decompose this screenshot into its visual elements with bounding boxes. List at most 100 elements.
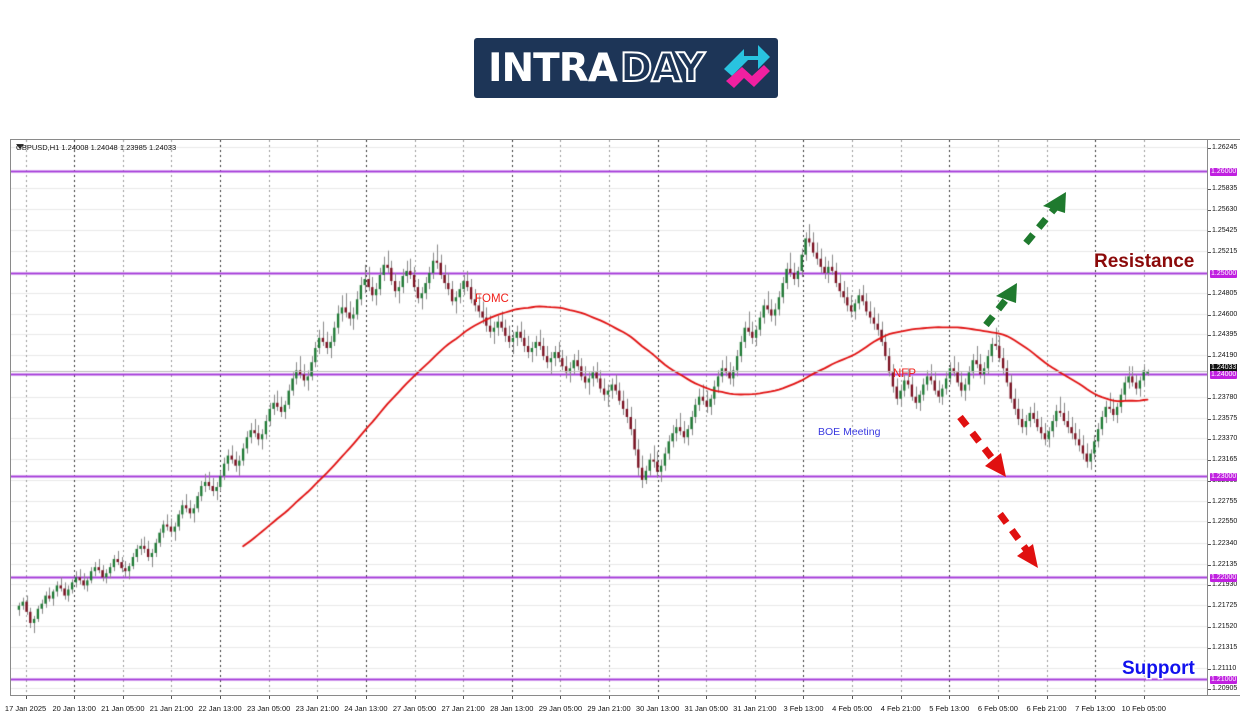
price-tick — [1208, 564, 1211, 566]
price-tick — [1208, 460, 1211, 462]
time-tick — [414, 696, 416, 699]
time-tick — [657, 696, 659, 699]
time-tick — [1046, 696, 1048, 699]
candlestick-canvas[interactable] — [11, 140, 1207, 695]
time-tick — [463, 696, 465, 699]
price-axis[interactable]: 1.26245 1.25835 1.25630 1.25425 1.25215 1.248… — [1207, 140, 1240, 706]
level-price-label: 1.25000 — [1210, 269, 1238, 278]
time-axis-label: 6 Feb 05:00 — [977, 704, 1018, 713]
price-tick — [1208, 501, 1211, 503]
time-axis-label: 23 Jan 21:00 — [295, 704, 339, 713]
price-axis-label: 1.21725 — [1212, 602, 1238, 610]
time-tick — [220, 696, 222, 699]
time-axis-label: 4 Feb 05:00 — [832, 704, 873, 713]
level-price-label: 1.23000 — [1210, 472, 1238, 481]
price-axis-label: 1.21110 — [1212, 664, 1237, 672]
time-tick — [74, 696, 76, 699]
time-tick — [609, 696, 610, 699]
price-tick — [1208, 647, 1211, 649]
level-price-label: 1.26000 — [1210, 168, 1238, 177]
level-price-label: 1.22000 — [1210, 574, 1238, 583]
price-chart-plot[interactable] — [11, 140, 1207, 695]
time-tick — [754, 696, 756, 699]
time-tick — [560, 696, 562, 699]
price-axis-label: 1.20905 — [1212, 685, 1238, 693]
time-axis-label: 22 Jan 13:00 — [198, 704, 242, 713]
chart-menu-caret-icon[interactable] — [16, 144, 24, 149]
price-tick — [1208, 314, 1211, 316]
time-axis-label: 29 Jan 05:00 — [538, 704, 583, 713]
time-axis-label: 17 Jan 2025 — [4, 704, 47, 713]
time-axis[interactable]: 17 Jan 2025 20 Jan 13:00 21 Jan 05:00 21 Ja… — [5, 695, 1240, 716]
time-tick — [1095, 696, 1097, 699]
time-axis-label: 31 Jan 05:00 — [684, 704, 728, 713]
time-axis-label: 10 Feb 05:00 — [1121, 704, 1166, 713]
price-axis-label: 1.26245 — [1212, 143, 1238, 151]
level-price-label: 1.21000 — [1210, 675, 1238, 684]
price-tick — [1208, 230, 1211, 232]
price-axis-label: 1.21315 — [1212, 643, 1238, 651]
time-axis-label: 6 Feb 21:00 — [1026, 704, 1067, 713]
price-tick — [1208, 252, 1211, 254]
price-tick — [1208, 209, 1211, 211]
label-resistance: Resistance — [1094, 251, 1195, 272]
time-axis-label: 5 Feb 13:00 — [929, 704, 970, 713]
price-axis-label: 1.23575 — [1212, 414, 1238, 422]
logo-arrows-icon — [724, 45, 770, 88]
time-axis-label: 27 Jan 21:00 — [441, 704, 485, 713]
annotation-nfp: NFP — [893, 368, 916, 380]
time-tick — [997, 696, 999, 699]
time-tick — [511, 696, 513, 699]
price-axis-label: 1.22340 — [1212, 539, 1238, 547]
price-tick — [1208, 668, 1211, 670]
time-tick — [365, 696, 367, 699]
time-axis-label: 4 Feb 21:00 — [880, 704, 921, 713]
time-tick — [171, 696, 173, 699]
price-axis-label: 1.23370 — [1212, 435, 1238, 443]
annotation-boe-meeting: BOE Meeting — [818, 426, 881, 438]
time-axis-label: 21 Jan 21:00 — [149, 704, 194, 713]
time-axis-label: 20 Jan 13:00 — [52, 704, 96, 713]
time-tick — [900, 696, 902, 699]
label-support: Support — [1122, 658, 1195, 679]
price-tick — [1208, 543, 1211, 545]
price-tick — [1208, 627, 1211, 628]
price-axis-label: 1.25835 — [1212, 185, 1238, 193]
brand-logo: INTRA DAY — [474, 38, 778, 98]
symbol-ohlc-header: GBPUSD,H1 1.24008 1.24048 1.23985 1.2403… — [16, 143, 177, 152]
price-tick — [1208, 606, 1211, 608]
logo-day-text: DAY — [619, 45, 706, 92]
time-axis-label: 30 Jan 13:00 — [635, 704, 680, 713]
price-tick — [1208, 585, 1211, 587]
price-tick — [1208, 189, 1211, 191]
time-axis-label: 7 Feb 13:00 — [1075, 704, 1116, 713]
time-tick — [317, 696, 319, 699]
price-axis-label: 1.21930 — [1212, 581, 1238, 589]
price-tick — [1208, 356, 1211, 358]
time-axis-label: 29 Jan 21:00 — [587, 704, 631, 713]
price-axis-label: 1.24190 — [1212, 352, 1238, 360]
price-axis-label: 1.24395 — [1212, 331, 1238, 339]
time-tick — [949, 696, 951, 699]
time-axis-label: 21 Jan 05:00 — [101, 704, 145, 713]
price-axis-label: 1.25630 — [1212, 205, 1238, 213]
time-tick — [1143, 696, 1145, 699]
time-tick — [706, 696, 708, 699]
time-axis-label: 24 Jan 13:00 — [344, 704, 388, 713]
price-tick — [1208, 147, 1211, 149]
annotation-fomc: FOMC — [475, 293, 509, 305]
price-tick — [1208, 480, 1211, 482]
logo-wordmark: INTRA DAY — [488, 44, 707, 92]
price-tick — [1208, 335, 1211, 337]
price-tick — [1208, 293, 1211, 295]
time-tick — [852, 696, 854, 699]
price-axis-label: 1.22135 — [1212, 560, 1238, 568]
price-axis-label: 1.23165 — [1212, 456, 1238, 464]
price-axis-label: 1.22550 — [1212, 518, 1238, 526]
time-tick — [122, 696, 124, 699]
price-axis-label: 1.24600 — [1212, 310, 1238, 318]
current-price-label: 1.24033 — [1210, 364, 1238, 373]
time-axis-label: 23 Jan 05:00 — [246, 704, 291, 713]
time-tick — [268, 696, 270, 699]
price-tick — [1208, 689, 1211, 691]
